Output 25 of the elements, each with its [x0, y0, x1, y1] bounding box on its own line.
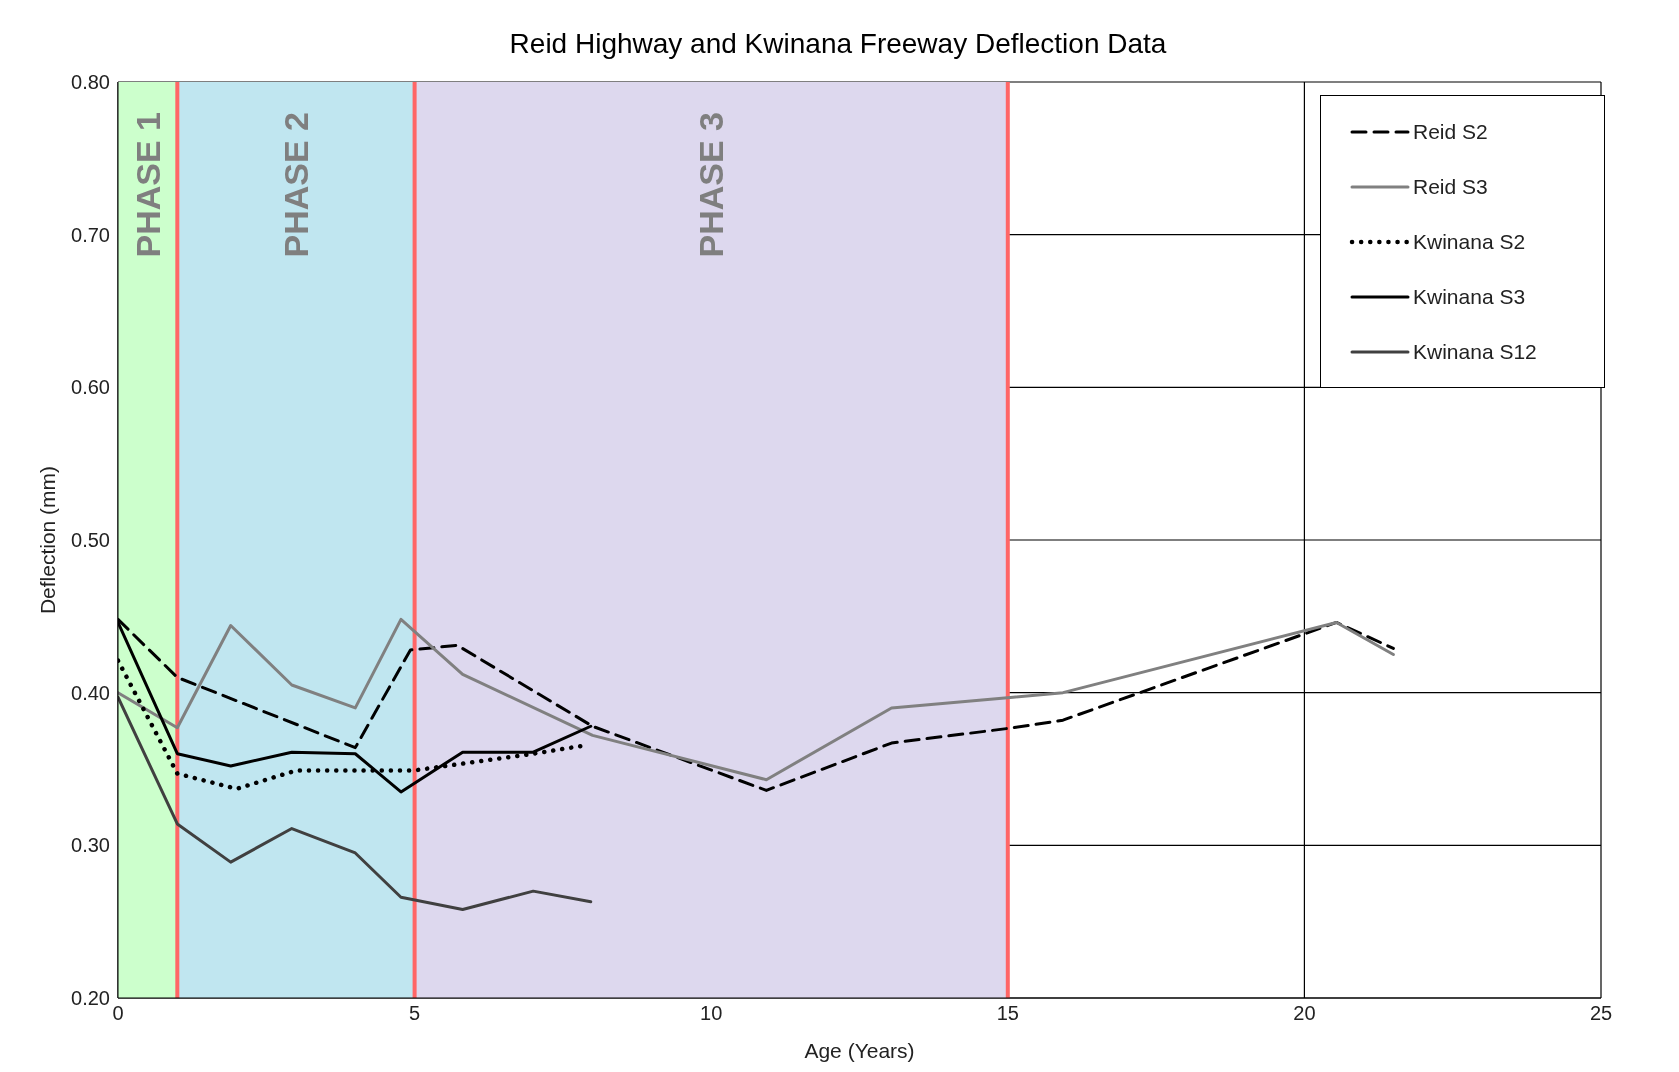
y-axis-title: Deflection (mm): [36, 465, 60, 615]
x-tick-label: 0: [112, 1002, 124, 1025]
band-label: PHASE 3: [692, 112, 731, 258]
legend-label: Reid S2: [1413, 119, 1488, 144]
y-tick-label: 0.20: [71, 987, 110, 1010]
y-tick-label: 0.40: [71, 681, 110, 704]
y-tick-label: 0.60: [71, 376, 110, 399]
y-tick-label: 0.50: [71, 529, 110, 552]
x-tick-label: 20: [1293, 1002, 1316, 1025]
band-label: PHASE 2: [276, 112, 315, 258]
x-tick-label: 5: [409, 1002, 421, 1025]
y-tick-label: 0.80: [71, 71, 110, 94]
x-tick-label: 25: [1589, 1002, 1613, 1025]
legend-label: Kwinana S12: [1413, 339, 1537, 364]
legend-label: Kwinana S2: [1413, 229, 1526, 254]
legend-label: Kwinana S3: [1413, 284, 1526, 309]
x-axis-title: Age (Years): [804, 1039, 915, 1062]
band-label: PHASE 1: [128, 112, 167, 258]
y-tick-label: 0.30: [71, 834, 110, 857]
chart-title: Reid Highway and Kwinana Freeway Deflection Data: [508, 27, 1168, 61]
legend-label: Reid S3: [1413, 174, 1488, 199]
x-tick-label: 10: [700, 1002, 723, 1025]
line-series: [118, 695, 593, 911]
x-tick-label: 15: [996, 1002, 1019, 1025]
y-tick-label: 0.70: [71, 223, 110, 246]
